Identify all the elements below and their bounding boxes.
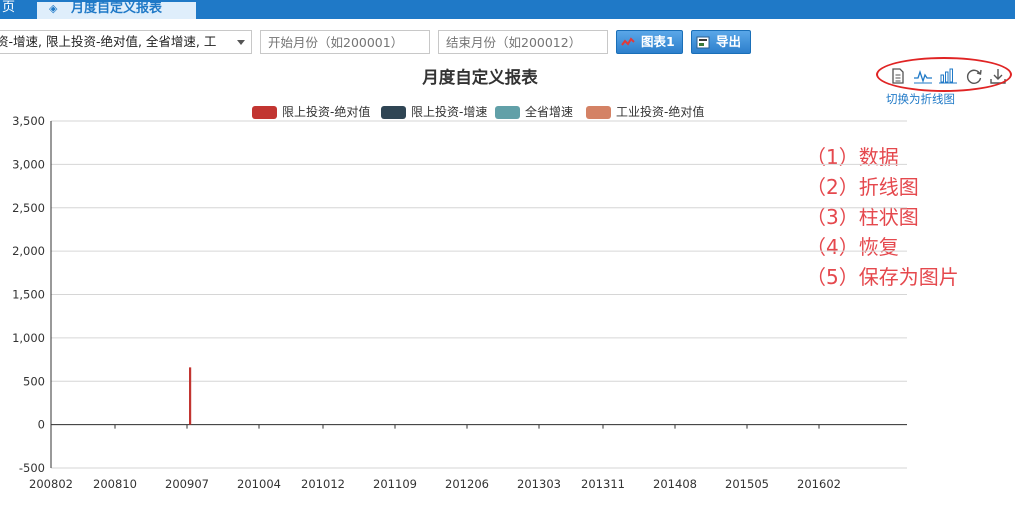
legend-label: 全省增速	[525, 105, 574, 119]
y-tick-label: 500	[23, 374, 45, 388]
x-tick-label: 200907	[165, 477, 209, 491]
export-icon	[696, 36, 710, 49]
tab-monthly-custom-report[interactable]: ◈ 月度自定义报表	[37, 0, 196, 19]
x-tick-label: 201109	[373, 477, 417, 491]
end-month-input[interactable]	[438, 30, 608, 54]
y-tick-label: 1,000	[12, 331, 45, 345]
filter-toolbar: 资-增速, 限上投资-绝对值, 全省增速, 工 图表1 导出	[0, 19, 1015, 64]
tab-bar: 页 ◈ 月度自定义报表	[0, 0, 1015, 19]
y-tick-label: 2,000	[12, 244, 45, 258]
x-tick-label: 201012	[301, 477, 345, 491]
y-tick-label: 2,500	[12, 201, 45, 215]
indicator-select-value: 资-增速, 限上投资-绝对值, 全省增速, 工	[0, 34, 217, 49]
annotation-line: （4）恢复	[806, 235, 899, 259]
chart-title: 月度自定义报表	[422, 68, 538, 87]
x-tick-label: 201311	[581, 477, 625, 491]
legend-swatch	[381, 106, 406, 119]
legend-label: 限上投资-增速	[411, 105, 488, 119]
toolbox-tooltip: 切换为折线图	[886, 92, 955, 106]
tab-label: 月度自定义报表	[71, 1, 163, 16]
tab-previous[interactable]: 页	[0, 0, 32, 19]
y-tick-label: -500	[19, 461, 45, 475]
chart-button[interactable]: 图表1	[616, 30, 683, 54]
annotation-line: （3）柱状图	[806, 205, 919, 229]
y-tick-label: 1,500	[12, 288, 45, 302]
x-tick-label: 201206	[445, 477, 489, 491]
legend-swatch	[495, 106, 520, 119]
y-tick-label: 3,500	[12, 114, 45, 128]
tab-previous-label: 页	[2, 0, 16, 15]
x-tick-label: 201602	[797, 477, 841, 491]
x-tick-label: 200810	[93, 477, 137, 491]
y-tick-label: 3,000	[12, 157, 45, 171]
legend-swatch	[252, 106, 277, 119]
export-button-label: 导出	[716, 34, 742, 49]
chevron-down-icon[interactable]	[237, 40, 245, 45]
x-tick-label: 201408	[653, 477, 697, 491]
y-tick-label: 0	[38, 418, 45, 432]
x-tick-label: 201004	[237, 477, 281, 491]
chart-button-label: 图表1	[641, 34, 675, 49]
toolbox-highlight-ring	[876, 57, 1012, 92]
legend-swatch	[586, 106, 611, 119]
export-button[interactable]: 导出	[691, 30, 751, 54]
start-month-input[interactable]	[260, 30, 430, 54]
x-tick-label: 201303	[517, 477, 561, 491]
annotation-line: （1）数据	[806, 145, 899, 169]
legend-label: 工业投资-绝对值	[616, 105, 705, 119]
bar-1[interactable]	[189, 367, 192, 425]
x-tick-label: 200802	[29, 477, 73, 491]
toolbox-annotations: （1）数据 （2）折线图 （3）柱状图 （4）恢复 （5）保存为图片	[806, 142, 959, 292]
line-chart-icon	[621, 37, 635, 46]
tag-icon: ◈	[49, 2, 58, 15]
legend-label: 限上投资-绝对值	[282, 105, 371, 119]
annotation-line: （2）折线图	[806, 175, 919, 199]
annotation-line: （5）保存为图片	[806, 265, 959, 289]
indicator-select[interactable]: 资-增速, 限上投资-绝对值, 全省增速, 工	[0, 30, 252, 54]
x-tick-label: 201505	[725, 477, 769, 491]
